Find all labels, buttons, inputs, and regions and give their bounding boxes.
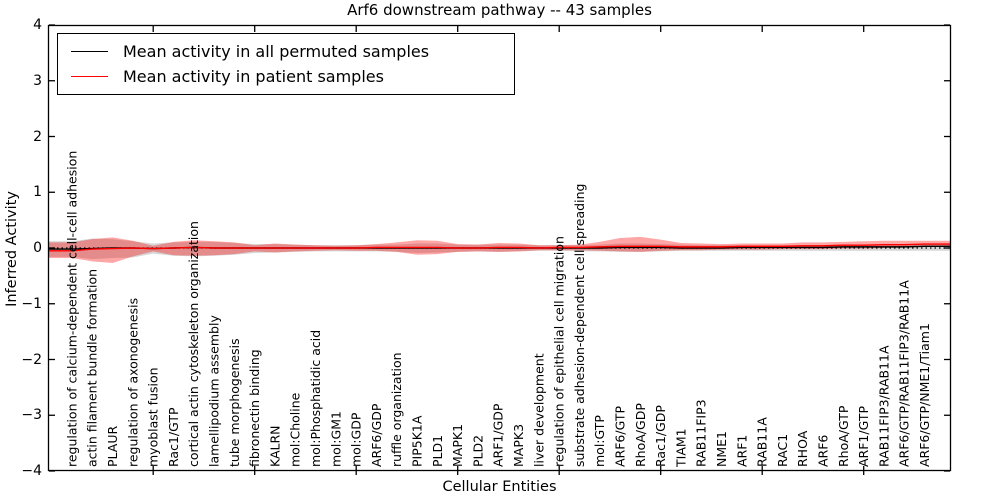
x-axis-label: Cellular Entities <box>442 479 557 495</box>
x-tick-label: RAB11FIP3 <box>694 399 709 467</box>
y-tick-label: −2 <box>21 351 42 368</box>
legend: Mean activity in all permuted samples Me… <box>57 33 515 95</box>
x-tick-label: KALRN <box>267 425 282 467</box>
x-tick-label: regulation of epithelial cell migration <box>552 236 567 467</box>
x-tick-label: PIP5K1A <box>409 415 424 467</box>
plot-area: regulation of calcium-dependent cell-cel… <box>47 24 952 475</box>
x-tick-label: liver development <box>531 353 546 467</box>
x-tick-label: MAPK3 <box>511 424 526 467</box>
y-axis-label: Inferred Activity <box>4 191 20 307</box>
x-tick-label: mol:GM1 <box>328 411 343 467</box>
x-tick-label: RhoA/GTP <box>836 405 851 467</box>
y-tick-label: −4 <box>21 463 42 479</box>
x-tick-label: RHOA <box>795 430 810 467</box>
x-tick-label: ARF6/GTP <box>612 406 627 467</box>
x-tick-label: regulation of axonogenesis <box>125 298 140 467</box>
x-tick-label: regulation of calcium-dependent cell-cel… <box>64 151 79 467</box>
x-tick-label: ARF6/GTP/NME1/Tiam1 <box>917 323 932 467</box>
chart-title: Arf6 downstream pathway -- 43 samples <box>347 1 652 19</box>
axes-frame <box>47 24 952 472</box>
permuted-line-swatch <box>71 51 108 52</box>
x-tick-label: tube morphogenesis <box>227 338 242 467</box>
legend-item-label: Mean activity in all permuted samples <box>123 41 430 61</box>
x-tick-label: Rac1/GDP <box>653 405 668 467</box>
x-tick-label: MAPK1 <box>450 424 465 467</box>
x-tick-label: lamellipodium assembly <box>206 315 221 467</box>
x-tick-label: TIAM1 <box>673 428 688 468</box>
x-tick-label: PLD1 <box>430 435 445 467</box>
legend-item-label: Mean activity in patient samples <box>123 66 384 86</box>
y-tick-label: 1 <box>33 184 42 201</box>
x-tick-label: ARF1/GDP <box>491 403 506 467</box>
x-tick-label: mol:GTP <box>592 415 607 467</box>
patient-line-swatch <box>71 76 108 77</box>
permuted-confidence-band <box>48 238 951 260</box>
y-tick-label: 0 <box>33 240 42 256</box>
x-tick-label: fibronectin binding <box>247 349 262 467</box>
x-tick-label: Rac1/GTP <box>166 407 181 467</box>
x-tick-label: ARF6/GTP/RAB11FIP3/RAB11A <box>897 280 912 467</box>
patient-mean-line <box>48 243 951 252</box>
x-tick-label: actin filament bundle formation <box>85 269 100 467</box>
y-tick-label: 4 <box>33 17 42 33</box>
x-tick-label: PLD2 <box>470 435 485 467</box>
x-tick-label: RAC1 <box>775 434 790 467</box>
y-tick-label: 2 <box>33 128 42 145</box>
x-tick-label: RAB11FIP3/RAB11A <box>876 345 891 467</box>
x-tick-label: PLAUR <box>105 426 120 467</box>
legend-item-permuted: Mean activity in all permuted samples <box>58 42 514 62</box>
y-tick-label: 3 <box>33 72 42 89</box>
x-tick-label: mol:Phosphatidic acid <box>308 330 323 467</box>
patient-confidence-band <box>48 236 951 264</box>
x-tick-label: ruffle organization <box>389 352 404 467</box>
x-tick-label: myoblast fusion <box>146 367 161 467</box>
x-tick-label: ARF1/GTP <box>856 406 871 467</box>
x-tick-label: RAB11A <box>755 417 770 467</box>
x-tick-label: RhoA/GDP <box>633 403 648 467</box>
y-tick-label: −3 <box>21 407 42 424</box>
x-tick-label: mol:Choline <box>288 392 303 467</box>
x-tick-label: mol:GDP <box>349 412 364 467</box>
x-tick-label: ARF6 <box>815 435 830 467</box>
legend-item-patient: Mean activity in patient samples <box>58 67 514 87</box>
y-tick-label: −1 <box>21 295 42 312</box>
x-tick-label: substrate adhesion-dependent cell spread… <box>572 184 587 467</box>
x-tick-label: ARF1 <box>734 435 749 467</box>
x-tick-label: NME1 <box>714 431 729 467</box>
x-tick-label: cortical actin cytoskeleton organization <box>186 221 201 467</box>
x-tick-label: ARF6/GDP <box>369 403 384 467</box>
